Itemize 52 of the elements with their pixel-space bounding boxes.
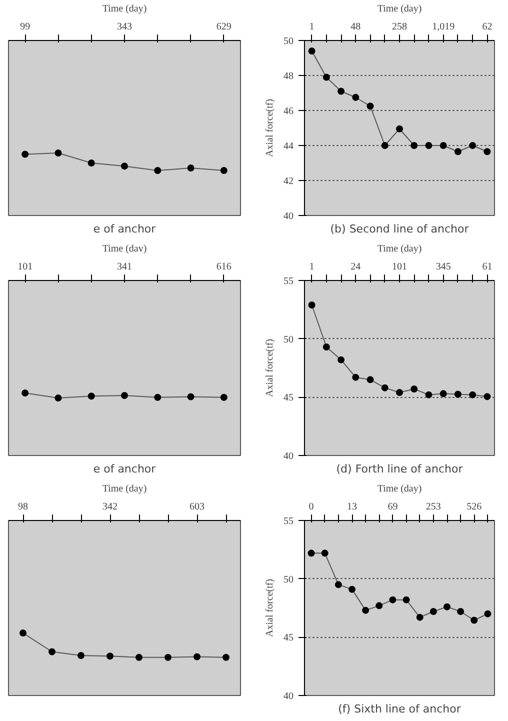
x-tick-label: 48 xyxy=(350,22,361,32)
x-axis-title: Time (day) xyxy=(102,484,147,494)
x-tick-label: 62 xyxy=(482,22,492,32)
x-tick-label: 341 xyxy=(117,262,132,272)
y-tick-label: 55 xyxy=(284,276,294,287)
text: e of anchor xyxy=(93,222,156,236)
y-tick-label: 50 xyxy=(284,334,294,346)
x-tick-label: 69 xyxy=(388,502,398,512)
y-axis-title: Axial force(tf) xyxy=(264,338,276,398)
y-tick-label: 55 xyxy=(284,516,294,527)
x-tick-label: 101 xyxy=(18,262,33,272)
x-tick-label: 13 xyxy=(347,502,357,512)
x-tick-label: 616 xyxy=(216,262,232,272)
x-tick-label: 99 xyxy=(20,22,30,32)
x-tick-label: 101 xyxy=(392,262,407,272)
x-tick-label: 345 xyxy=(436,262,451,272)
x-tick-label: 1 xyxy=(309,262,314,272)
text: (d) Forth line of anchor xyxy=(336,462,464,476)
text: (b) Second line of anchor xyxy=(330,222,470,236)
x-axis-title: Time (day) xyxy=(377,244,422,254)
y-tick-label: 45 xyxy=(284,392,294,404)
x-tick-label: 629 xyxy=(216,22,232,32)
y-tick-label: 50 xyxy=(284,574,294,586)
x-axis-title: Time (dav) xyxy=(102,244,147,254)
x-tick-label: 24 xyxy=(350,262,361,272)
x-tick-label: 61 xyxy=(482,262,492,272)
x-axis-title: Time (day) xyxy=(377,4,422,14)
y-tick-label: 40 xyxy=(284,211,294,222)
y-tick-label: 40 xyxy=(284,691,294,702)
y-tick-label: 45 xyxy=(284,632,294,644)
y-tick-label: 42 xyxy=(284,176,294,187)
y-tick-label: 50 xyxy=(284,36,294,47)
x-tick-label: 603 xyxy=(190,502,204,512)
y-tick-label: 44 xyxy=(284,141,294,152)
text: (f) Sixth line of anchor xyxy=(338,702,462,716)
x-tick-label: 1,019 xyxy=(432,22,455,32)
x-tick-label: 342 xyxy=(102,502,118,512)
x-axis-title: Time (day) xyxy=(377,484,422,494)
y-axis-title: Axial force(tf) xyxy=(264,98,276,158)
x-tick-label: 526 xyxy=(466,502,482,512)
x-tick-label: 98 xyxy=(18,502,28,512)
x-tick-label: 343 xyxy=(117,22,132,32)
y-tick-label: 48 xyxy=(284,71,294,82)
x-tick-label: 258 xyxy=(392,22,407,32)
x-axis-title: Time (day) xyxy=(102,4,147,14)
text: e of anchor xyxy=(93,462,156,476)
y-axis-title: Axial force(tf) xyxy=(264,578,276,638)
x-tick-label: 1 xyxy=(309,22,314,32)
y-tick-label: 40 xyxy=(284,451,294,462)
y-tick-label: 46 xyxy=(284,106,294,117)
x-tick-label: 253 xyxy=(426,502,441,512)
x-tick-label: 0 xyxy=(308,502,314,512)
